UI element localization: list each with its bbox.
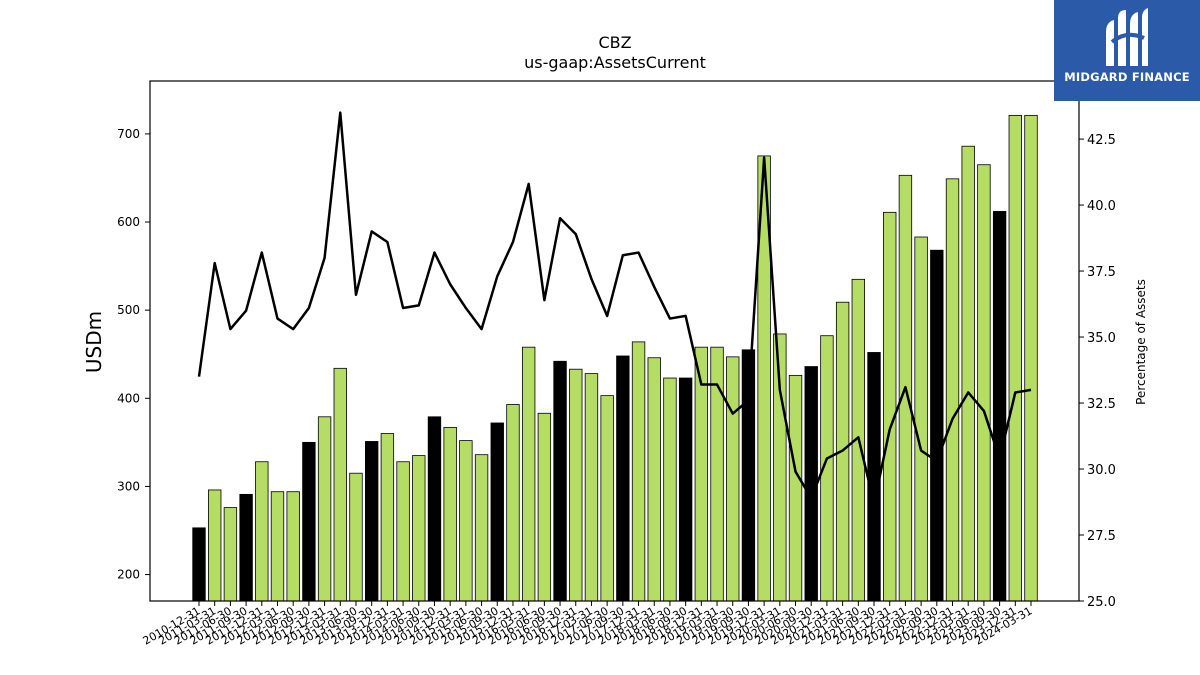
- bar: [788, 374, 803, 602]
- bar: [600, 395, 614, 602]
- bar: [883, 211, 897, 602]
- y2-axis-label: Percentage of Assets: [1134, 279, 1148, 405]
- y2-tick-label: 27.5: [1087, 529, 1116, 544]
- bar: [506, 404, 520, 602]
- bar: [1024, 114, 1038, 602]
- right-axis: 25.0 27.5 30.0 32.5 35.0 37.5 40.0 42.5: [1079, 133, 1116, 610]
- bar: [239, 493, 253, 602]
- y-tick-label: 600: [117, 215, 140, 229]
- left-axis: 200 300 400 500 600 700: [117, 127, 150, 582]
- y-tick-label: 200: [117, 568, 140, 582]
- bar: [992, 211, 1007, 602]
- brand-name: MIDGARD FINANCE: [1064, 70, 1190, 84]
- bar: [678, 377, 693, 602]
- y2-tick-label: 25.0: [1087, 595, 1116, 610]
- y2-tick-label: 35.0: [1087, 331, 1116, 346]
- bar: [223, 507, 238, 602]
- percentage-line: [197, 111, 1032, 505]
- bar: [914, 236, 928, 602]
- bar: [396, 461, 410, 602]
- bar: [584, 373, 599, 602]
- bar: [474, 454, 489, 602]
- y2-tick-label: 30.0: [1087, 463, 1116, 478]
- bar: [317, 416, 332, 602]
- bar: [569, 368, 583, 602]
- chart-subtitle: us-gaap:AssetsCurrent: [524, 53, 706, 72]
- brand-logo: MIDGARD FINANCE: [1054, 0, 1200, 101]
- y2-tick-label: 32.5: [1087, 397, 1116, 412]
- bar: [459, 440, 473, 602]
- bar: [412, 455, 426, 602]
- bar: [333, 367, 347, 602]
- bar: [945, 178, 960, 602]
- bar: [192, 527, 206, 602]
- y2-tick-label: 37.5: [1087, 265, 1116, 280]
- bar: [726, 356, 740, 602]
- line-series-group: [197, 111, 1032, 505]
- y2-tick-label: 42.5: [1087, 133, 1116, 148]
- y-tick-label: 500: [117, 303, 140, 317]
- bar: [647, 357, 661, 602]
- bar: [1008, 114, 1022, 602]
- bar-group: [192, 114, 1038, 602]
- bar: [380, 433, 395, 602]
- y-tick-label: 300: [117, 479, 140, 493]
- bar: [631, 341, 646, 602]
- bar: [208, 489, 222, 602]
- x-axis: 2010-12-312011-03-312011-06-302011-09-30…: [141, 601, 1035, 648]
- bar: [977, 164, 991, 602]
- bar: [961, 145, 975, 602]
- bar: [537, 412, 552, 602]
- y-tick-label: 700: [117, 127, 140, 141]
- bar: [427, 416, 442, 602]
- bar: [553, 360, 567, 602]
- bar: [490, 422, 504, 602]
- bar: [616, 355, 630, 602]
- bar: [521, 346, 536, 602]
- bar: [930, 249, 944, 602]
- midgard-logo-icon: [1106, 8, 1148, 66]
- chart-title: CBZ: [598, 33, 631, 52]
- bar: [286, 491, 300, 602]
- y2-tick-label: 40.0: [1087, 199, 1116, 214]
- y-axis-label: USDm: [82, 311, 106, 373]
- bar: [364, 441, 379, 602]
- bar: [663, 377, 677, 602]
- bar: [302, 441, 316, 602]
- y-tick-label: 400: [117, 391, 140, 405]
- bar: [255, 461, 269, 602]
- bar: [349, 472, 363, 602]
- bar: [270, 491, 285, 602]
- plot-frame: [149, 80, 1080, 602]
- bar: [443, 426, 457, 602]
